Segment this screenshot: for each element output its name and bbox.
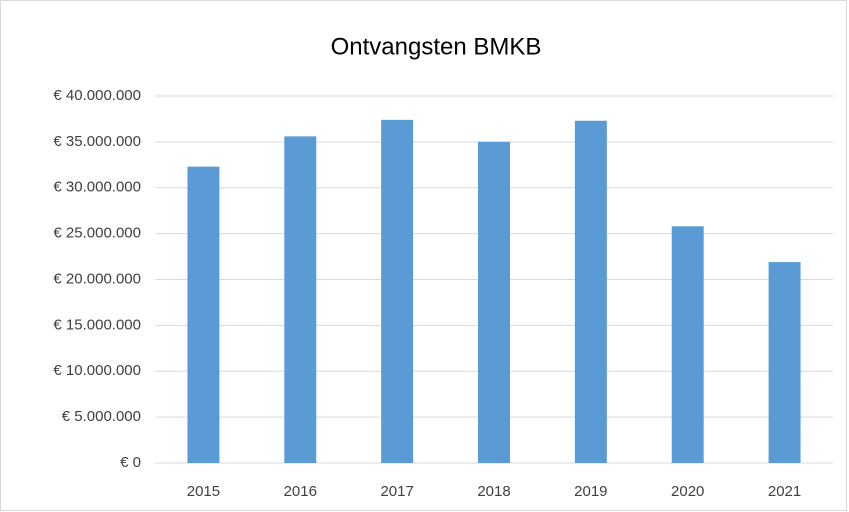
bar [284, 136, 317, 463]
y-tick-label: € 30.000.000 [53, 179, 141, 196]
bar [478, 141, 510, 463]
y-tick-label: € 10.000.000 [53, 362, 141, 379]
x-tick-label: 2021 [768, 483, 801, 500]
y-tick-label: € 20.000.000 [53, 270, 141, 287]
y-tick-label: € 40.000.000 [53, 87, 141, 104]
y-tick-label: € 5.000.000 [62, 408, 141, 425]
y-tick-label: € 15.000.000 [53, 316, 141, 333]
bar [574, 120, 607, 464]
y-tick-label: € 35.000.000 [53, 133, 141, 150]
chart-title: Ontvangsten BMKB [331, 33, 542, 60]
bar [671, 226, 704, 463]
x-tick-label: 2015 [187, 483, 220, 500]
x-tick-label: 2019 [574, 483, 607, 500]
x-tick-label: 2018 [477, 483, 510, 500]
bar [187, 166, 220, 463]
x-tick-label: 2020 [671, 483, 704, 500]
bar [768, 262, 801, 463]
x-tick-label: 2016 [284, 483, 317, 500]
x-tick-label: 2017 [380, 483, 413, 500]
y-tick-label: € 0 [120, 454, 141, 471]
y-tick-label: € 25.000.000 [53, 225, 141, 242]
bar [381, 119, 414, 463]
